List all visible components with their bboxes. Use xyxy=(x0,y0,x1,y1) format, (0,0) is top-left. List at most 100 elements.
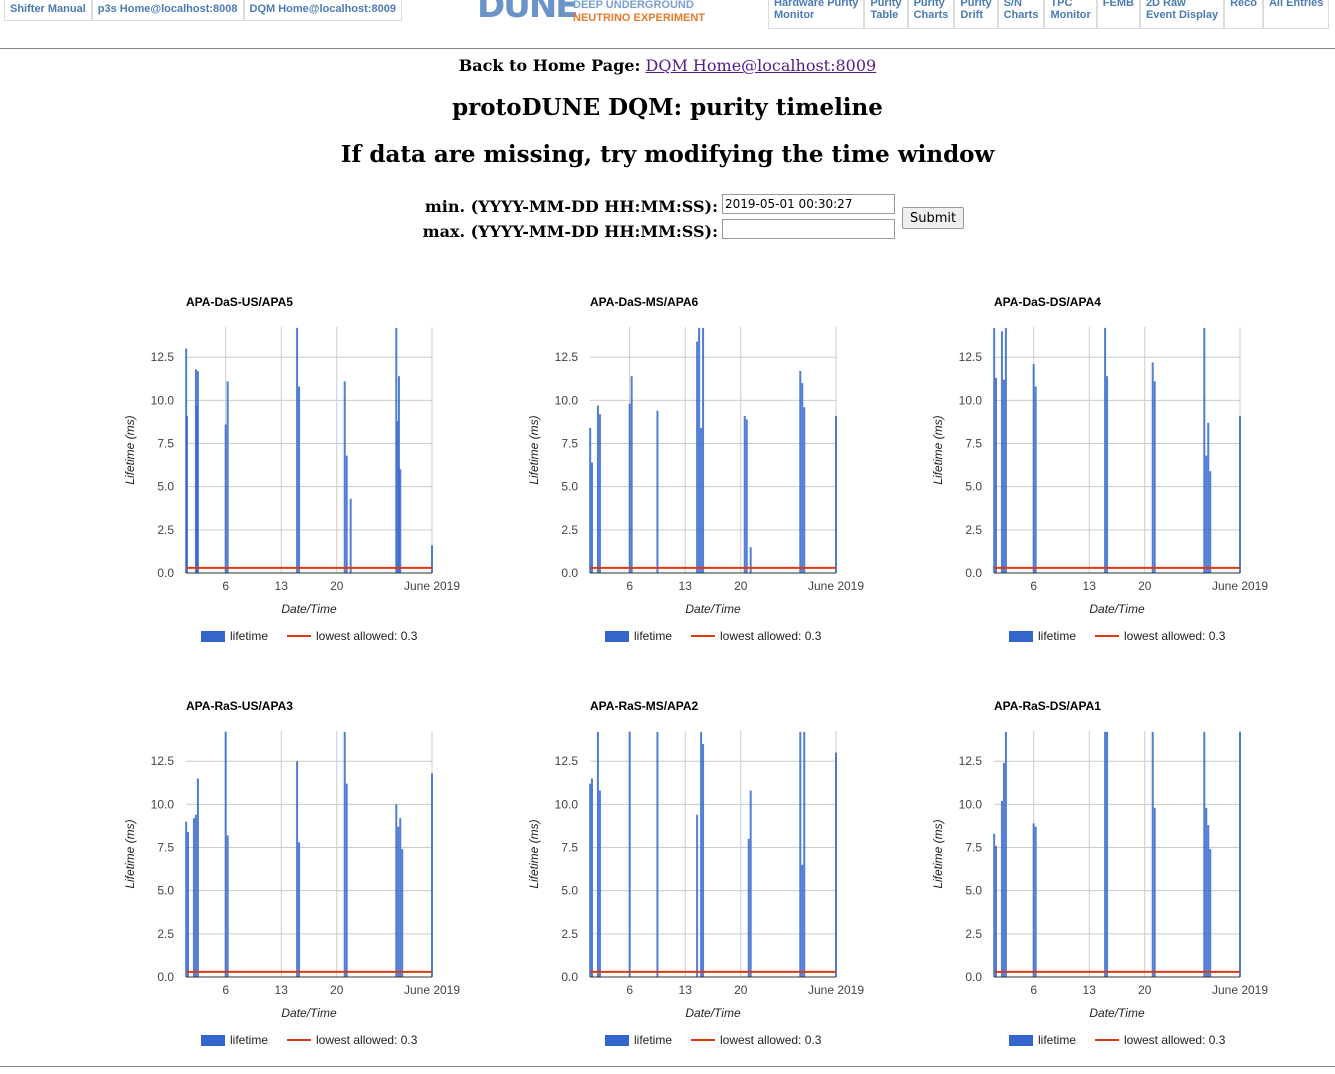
nav-left-links: Shifter Manual p3s Home@localhost:8008 DQM… xyxy=(4,0,402,21)
nav-link-line2: Charts xyxy=(913,9,949,21)
y-tick-label: 2.5 xyxy=(965,927,982,941)
min-time-input[interactable] xyxy=(722,194,895,214)
y-tick-label: 12.5 xyxy=(959,350,983,364)
nav-link-line1: 2D Raw xyxy=(1145,0,1186,9)
nav-link-right-8[interactable]: Reco xyxy=(1224,0,1263,29)
lifetime-bar xyxy=(343,731,346,977)
nav-link-right-5[interactable]: TPC Monitor xyxy=(1044,0,1097,29)
lifetime-bar xyxy=(803,731,806,977)
lifetime-bar xyxy=(630,376,633,573)
lifetime-bar xyxy=(1207,422,1210,573)
lifetime-bar xyxy=(397,826,400,977)
legend-threshold-label: lowest allowed: 0.3 xyxy=(1124,629,1226,643)
nav-link-right-7[interactable]: 2D Raw Event Display xyxy=(1139,0,1225,29)
nav-link-right-0[interactable]: Hardware Purity Monitor xyxy=(768,0,865,29)
lifetime-bar xyxy=(345,455,348,573)
chart-title: APA-DaS-MS/APA6 xyxy=(590,295,699,309)
x-tick-label: 20 xyxy=(734,579,748,593)
submit-button[interactable]: Submit xyxy=(902,207,965,229)
lifetime-bar xyxy=(399,818,402,977)
lifetime-bar xyxy=(994,845,997,977)
lifetime-bar xyxy=(1032,364,1035,573)
legend-threshold-label: lowest allowed: 0.3 xyxy=(720,1033,822,1047)
lifetime-bar xyxy=(1002,379,1005,573)
nav-link-right-3[interactable]: Purity Drift xyxy=(954,0,998,29)
lifetime-bar xyxy=(598,790,601,977)
y-tick-label: 7.5 xyxy=(561,841,578,855)
x-axis-title: Date/Time xyxy=(1089,602,1145,616)
lifetime-bar xyxy=(298,842,301,977)
x-tick-label: 6 xyxy=(626,579,633,593)
lifetime-bar xyxy=(1004,731,1007,977)
lifetime-bar xyxy=(396,421,399,573)
lifetime-bar xyxy=(590,462,593,573)
nav-link-line2: Table xyxy=(870,9,899,21)
nav-link-left-2[interactable]: DQM Home@localhost:8009 xyxy=(243,0,402,21)
nav-link-right-4[interactable]: S/N Charts xyxy=(997,0,1045,29)
y-tick-label: 7.5 xyxy=(157,841,174,855)
lifetime-bar xyxy=(993,833,996,977)
dune-logo-line2: NEUTRINO EXPERIMENT xyxy=(573,12,706,24)
y-tick-label: 2.5 xyxy=(561,523,578,537)
y-tick-label: 12.5 xyxy=(151,350,175,364)
lifetime-bar xyxy=(590,778,593,977)
nav-link-line1: S/N xyxy=(1003,0,1022,9)
x-tick-label: 20 xyxy=(1138,579,1152,593)
x-tick-label: 20 xyxy=(1138,983,1152,997)
nav-link-right-6[interactable]: FEMB xyxy=(1096,0,1140,29)
lifetime-bar xyxy=(700,731,703,977)
legend-lifetime-label: lifetime xyxy=(634,629,672,643)
lifetime-bar xyxy=(224,731,227,977)
x-tick-label: 6 xyxy=(222,983,229,997)
purity-chart-1: APA-DaS-MS/APA6 0.0 2.5 5.0 7.5 10.0 12.5 6 13 20… xyxy=(527,295,864,643)
chart-title: APA-RaS-MS/APA2 xyxy=(590,699,699,713)
lifetime-bar xyxy=(1004,327,1007,573)
max-time-input[interactable] xyxy=(722,219,895,239)
x-tick-label: June 2019 xyxy=(1212,579,1268,593)
back-home-link[interactable]: DQM Home@localhost:8009 xyxy=(645,56,877,75)
lifetime-bar xyxy=(656,731,659,977)
lifetime-bar xyxy=(803,407,806,573)
nav-link-line1: Purity xyxy=(870,0,902,9)
y-tick-label: 2.5 xyxy=(157,523,174,537)
lifetime-bar xyxy=(1203,731,1206,977)
nav-link-right-9[interactable]: All Entries xyxy=(1262,0,1330,29)
lifetime-bar xyxy=(1203,327,1206,573)
nav-link-right-1[interactable]: Purity Table xyxy=(864,0,908,29)
page-title: protoDUNE DQM: purity timeline xyxy=(452,94,883,121)
nav-link-line2: Charts xyxy=(1003,9,1039,21)
y-axis-title: Lifetime (ms) xyxy=(931,819,945,888)
lifetime-bar xyxy=(1207,825,1210,977)
x-tick-label: June 2019 xyxy=(808,983,864,997)
x-tick-label: 13 xyxy=(679,579,693,593)
lifetime-bar xyxy=(431,545,433,573)
purity-chart-5: APA-RaS-DS/APA1 0.0 2.5 5.0 7.5 10.0 12.5 6 13 20… xyxy=(931,699,1268,1047)
y-tick-label: 0.0 xyxy=(965,970,982,984)
lifetime-bar xyxy=(1151,731,1154,977)
purity-chart-0: APA-DaS-US/APA5 0.0 2.5 5.0 7.5 10.0 12.5 6 13 20… xyxy=(123,295,460,643)
lifetime-bar xyxy=(993,327,996,573)
lifetime-bar xyxy=(1106,376,1109,573)
lifetime-bar xyxy=(598,414,601,573)
nav-link-left-0[interactable]: Shifter Manual xyxy=(4,0,92,21)
lifetime-bar xyxy=(801,383,804,573)
lifetime-bar xyxy=(395,327,398,573)
lifetime-bar xyxy=(628,403,631,573)
y-tick-label: 12.5 xyxy=(959,754,983,768)
dune-logo-line1: DEEP UNDERGROUND xyxy=(573,0,694,11)
x-tick-label: 6 xyxy=(1030,579,1037,593)
legend-lifetime-label: lifetime xyxy=(1038,1033,1076,1047)
nav-link-right-2[interactable]: Purity Charts xyxy=(907,0,955,29)
lifetime-bar xyxy=(749,547,752,573)
lifetime-bar xyxy=(1104,327,1107,573)
x-tick-label: 6 xyxy=(626,983,633,997)
nav-right-links: Hardware Purity Monitor Purity Table Purity C… xyxy=(768,0,1330,29)
lifetime-bar xyxy=(1239,731,1241,977)
nav-link-left-1[interactable]: p3s Home@localhost:8008 xyxy=(91,0,244,21)
legend-lifetime-swatch xyxy=(201,1035,225,1046)
chart-title: APA-DaS-US/APA5 xyxy=(186,295,293,309)
top-nav-bar: Shifter Manual p3s Home@localhost:8008 DQM… xyxy=(0,0,1335,49)
x-tick-label: 13 xyxy=(275,579,289,593)
lifetime-bar xyxy=(196,778,199,977)
x-axis-title: Date/Time xyxy=(685,602,741,616)
